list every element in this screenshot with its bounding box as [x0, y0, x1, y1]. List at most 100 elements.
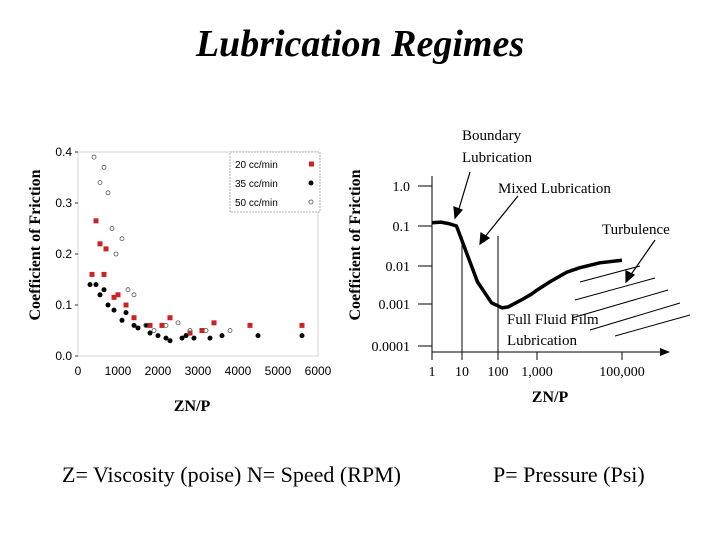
left-y-tick-label: 0.4 [55, 145, 72, 159]
scatter-point [113, 251, 119, 257]
scatter-point [167, 338, 173, 344]
scatter-point [97, 241, 103, 247]
scatter-legend: 20 cc/min 35 cc/min 50 cc/min [229, 151, 321, 213]
scatter-point [111, 294, 117, 300]
right-x-axis-label: ZN/P [532, 389, 569, 406]
scatter-point [109, 226, 115, 231]
scatter-point [159, 322, 165, 328]
left-x-tick-label: 1000 [105, 364, 132, 378]
scatter-point [119, 317, 125, 323]
scatter-point [93, 282, 99, 288]
right-y-tick-label: 0.001 [379, 298, 411, 313]
annotation-fullfilm-line1: Full Fluid Film [507, 312, 599, 328]
left-x-tick-label: 6000 [305, 364, 332, 378]
legend-marker [308, 199, 314, 205]
legend-label: 50 cc/min [235, 198, 278, 209]
scatter-point [203, 328, 209, 333]
formula-pressure: P= Pressure (Psi) [493, 462, 645, 487]
annotation-fullfilm-line2: Lubrication [507, 333, 577, 349]
right-x-tick-label: 1 [429, 365, 436, 380]
left-y-tick-label: 0.0 [55, 349, 72, 363]
scatter-point [135, 325, 141, 331]
left-y-tick-label: 0.3 [55, 196, 72, 210]
scatter-point [143, 322, 149, 328]
left-y-tick-label: 0.1 [55, 298, 72, 312]
slide-title: Lubrication Regimes [195, 23, 525, 65]
scatter-point [247, 322, 253, 328]
left-x-tick-label: 0 [75, 364, 82, 378]
legend-label: 20 cc/min [235, 160, 278, 171]
legend-marker [309, 161, 314, 167]
scatter-point [119, 236, 125, 242]
right-x-tick-label: 1,000 [521, 365, 553, 380]
annotation-boundary-line1: Boundary [462, 128, 522, 144]
scatter-point [103, 246, 109, 252]
scatter-point [299, 322, 305, 328]
scatter-point [87, 282, 93, 288]
left-y-axis-label: Coefficient of Friction [27, 169, 44, 320]
scatter-point [179, 335, 185, 341]
legend-marker [308, 180, 314, 186]
scatter-point [97, 292, 103, 298]
scatter-point [191, 335, 197, 341]
scatter-point [255, 333, 261, 339]
scatter-point [167, 315, 173, 321]
left-x-tick-label: 5000 [265, 364, 292, 378]
scatter-point [89, 271, 95, 277]
friction-scatter-chart: Coefficient of Friction ZN/P 0 1000 2000 30… [27, 145, 332, 415]
scatter-point [147, 322, 153, 328]
scatter-point [91, 154, 97, 160]
scatter-point [151, 328, 157, 333]
left-x-tick-label: 4000 [225, 364, 252, 378]
scatter-point [93, 218, 99, 224]
scatter-point [111, 307, 117, 313]
scatter-point [131, 292, 137, 298]
scatter-point [163, 322, 169, 328]
scatter-point [97, 180, 103, 186]
scatter-point [147, 330, 153, 336]
right-y-tick-label: 0.01 [386, 260, 411, 275]
right-y-tick-label: 0.1 [393, 220, 411, 235]
legend-label: 35 cc/min [235, 179, 278, 190]
scatter-point [227, 328, 233, 333]
scatter-point [219, 333, 225, 339]
scatter-point [155, 333, 161, 339]
scatter-point [123, 310, 129, 316]
right-y-tick-label: 1.0 [393, 180, 411, 195]
scatter-point [187, 330, 193, 336]
left-y-tick-label: 0.2 [55, 247, 72, 261]
scatter-point [163, 335, 169, 341]
formula-viscosity-speed: Z= Viscosity (poise) N= Speed (RPM) [62, 462, 402, 487]
legend-box [229, 151, 321, 213]
scatter-point [105, 302, 111, 308]
left-x-tick-label: 3000 [185, 364, 212, 378]
scatter-point [131, 322, 137, 328]
right-x-tick-label: 100,000 [599, 365, 645, 380]
scatter-point [299, 333, 305, 339]
scatter-point [187, 328, 193, 333]
scatter-point [211, 320, 217, 326]
turbulence-hatch [571, 265, 691, 337]
annotation-mixed: Mixed Lubrication [498, 181, 611, 197]
left-x-tick-label: 2000 [145, 364, 172, 378]
stribeck-curve [431, 220, 623, 310]
annotation-turbulence: Turbulence [602, 222, 670, 238]
scatter-point [207, 335, 213, 341]
scatter-point [175, 320, 181, 326]
left-x-axis-label: ZN/P [174, 398, 211, 415]
annotation-boundary-line2: Lubrication [462, 150, 532, 166]
scatter-point [115, 292, 121, 298]
scatter-point [199, 328, 205, 333]
right-y-axis-label: Coefficient of Friction [347, 169, 364, 320]
x-axis-arrowhead [660, 348, 670, 356]
lubrication-regimes-diagram: Coefficient of Friction ZN/P 1.0 0.1 0.01 0… [347, 128, 691, 406]
annotation-arrows [453, 171, 656, 284]
scatter-point [125, 287, 131, 293]
scatter-point [123, 302, 129, 308]
scatter-point [183, 333, 189, 339]
right-x-tick-label: 10 [455, 365, 469, 380]
right-y-tick-label: 0.0001 [372, 340, 411, 355]
scatter-point [101, 287, 107, 293]
scatter-point [105, 190, 111, 196]
